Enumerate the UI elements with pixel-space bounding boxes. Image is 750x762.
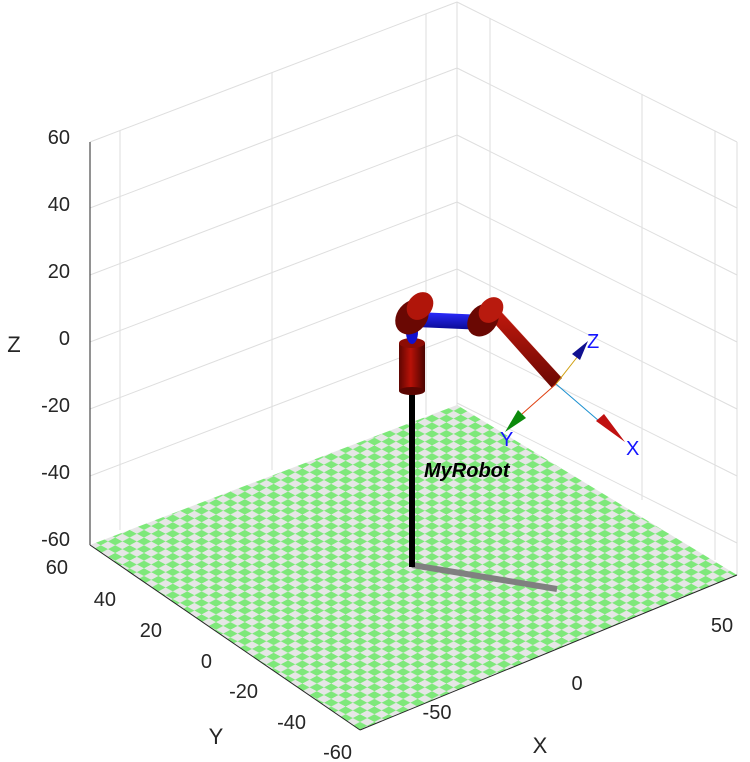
y-tick: 60 [46,557,68,579]
back-wall-grid [89,1,738,575]
frame-z-arrow [572,341,588,360]
x-tick: -50 [423,702,452,724]
axis-lines [89,142,738,731]
robot-name-label: MyRobot [424,460,511,482]
frame-y-label: Y [500,429,513,451]
base-joint [399,338,425,395]
y-axis-label: Y [209,724,224,749]
end-effector-frame: X Y Z [500,331,639,460]
frame-y-axis [521,383,557,415]
y-tick: 0 [201,651,212,673]
y-tick: 20 [140,620,162,642]
shoulder-joint [395,292,434,335]
z-tick: 0 [59,328,70,350]
z-tick: 20 [48,261,70,283]
x-axis-line [359,574,738,731]
y-tick-labels: 60 40 20 0 -20 -40 -60 [46,557,352,762]
y-tick: -60 [323,742,352,762]
frame-x-arrow [596,414,625,442]
robot: X Y Z MyRobot [395,292,639,592]
z-tick: -40 [41,462,70,484]
y-axis-line [89,544,361,731]
frame-y-arrow [505,410,526,432]
y-tick: -40 [277,712,306,734]
frame-x-label: X [626,438,639,460]
z-axis-label: Z [7,332,20,357]
x-tick-labels: -50 0 50 [423,615,734,724]
frame-z-label: Z [587,331,599,353]
z-tick: -20 [41,395,70,417]
z-tick-labels: 60 40 20 0 -20 -40 -60 [41,127,70,551]
x-axis-label: X [533,733,548,758]
robot-shadow [411,562,558,592]
y-tick: 40 [94,589,116,611]
red-forearm [486,304,562,388]
y-tick: -20 [229,681,258,703]
z-tick: 60 [48,127,70,149]
frame-z-axis [555,355,579,385]
z-tick: -60 [41,529,70,551]
elbow-joint [467,297,504,337]
z-tick: 40 [48,194,70,216]
x-tick: 0 [571,673,582,695]
x-tick: 50 [711,615,733,637]
